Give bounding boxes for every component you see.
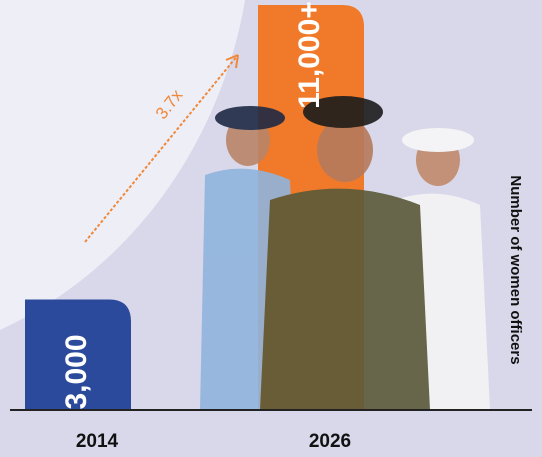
- value-label: 3,000: [60, 334, 93, 409]
- infographic: 3.7x Number of women officers 3,00020141…: [0, 0, 542, 457]
- value-label: 11,000+: [293, 1, 326, 109]
- y-axis-label: Number of women officers: [507, 175, 524, 364]
- x-tick-label: 2026: [309, 431, 351, 452]
- x-tick-label: 2014: [76, 431, 119, 452]
- officers-illustration: [200, 96, 490, 410]
